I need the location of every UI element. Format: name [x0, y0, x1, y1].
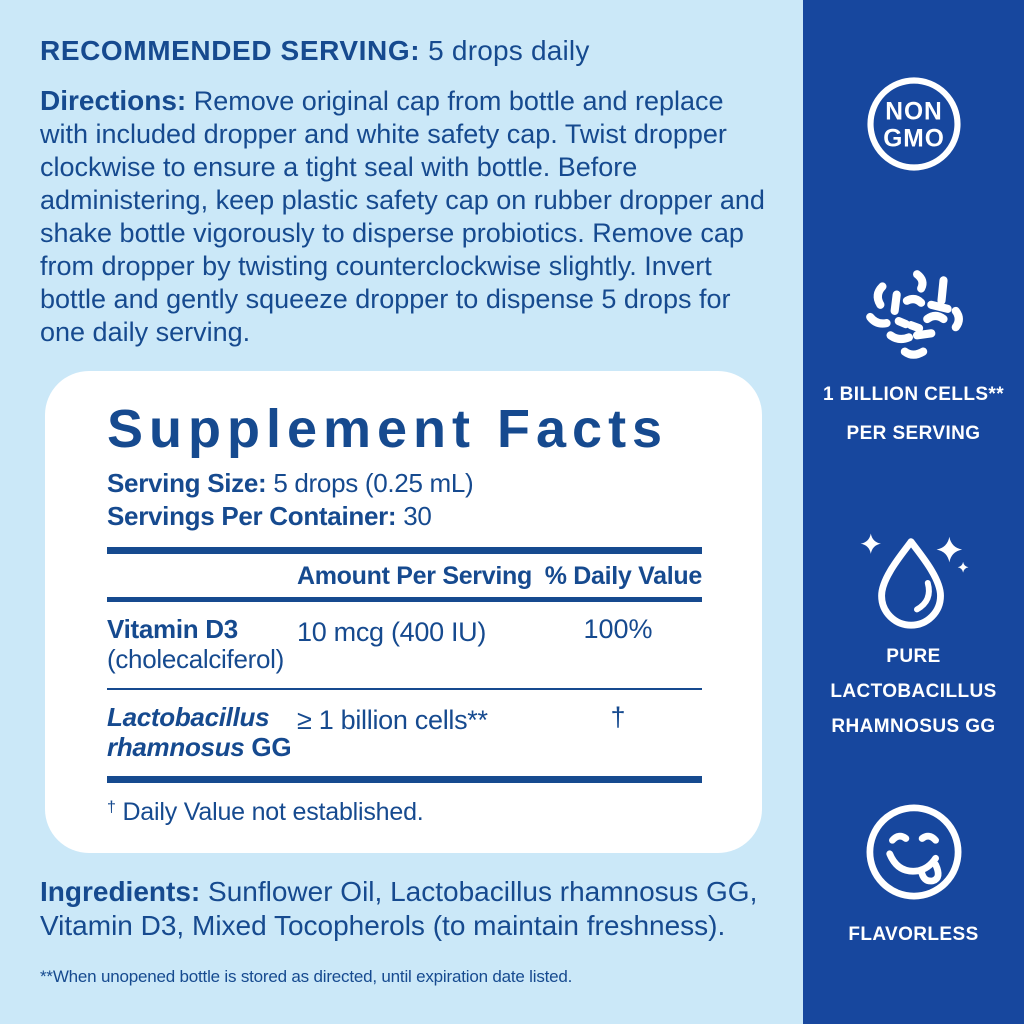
flavorless-badge: FLAVORLESS	[803, 798, 1024, 947]
nutrient-daily-value: 100%	[583, 614, 653, 644]
billion-cells-badge: 1 BILLION CELLS** PER SERVING	[803, 266, 1024, 446]
pure-strain-label-line2: LACTOBACILLUS	[830, 681, 997, 702]
ingredients-paragraph: Ingredients: Sunflower Oil, Lactobacillu…	[40, 875, 775, 943]
divider	[107, 688, 702, 690]
recommended-serving: RECOMMENDED SERVING: 5 drops daily	[40, 34, 769, 68]
pure-strain-label-line3: RHAMNOSUS GG	[831, 716, 996, 737]
nutrient-name: Vitamin D3 (cholecalciferol)	[107, 614, 297, 674]
daily-value-footnote-text: Daily Value not established.	[122, 798, 424, 826]
flavorless-label: FLAVORLESS	[848, 924, 979, 945]
nutrient-amount: ≥ 1 billion cells**	[297, 705, 488, 735]
divider	[107, 547, 702, 554]
nutrient-name: Lactobacillus rhamnosus GG	[107, 702, 297, 762]
nutrient-name-sub-italic: rhamnosus	[107, 732, 245, 762]
non-gmo-icon: NON GMO	[866, 77, 961, 171]
amount-per-serving-header: Amount Per Serving	[297, 562, 532, 590]
table-row-vitamin-d3: Vitamin D3 (cholecalciferol) 10 mcg (400…	[107, 602, 702, 688]
nutrient-name-main: Vitamin D3	[107, 614, 238, 644]
daily-value-header: % Daily Value	[544, 562, 703, 590]
billion-cells-label-line1: 1 BILLION CELLS**	[823, 384, 1004, 405]
daily-value-footnote: † Daily Value not established.	[107, 793, 702, 827]
non-gmo-badge: NON GMO	[803, 72, 1024, 176]
divider	[107, 597, 702, 602]
divider	[107, 776, 702, 783]
supplement-facts-title: Supplement Facts	[107, 399, 669, 459]
servings-per-container-line: Servings Per Container: 30	[107, 500, 702, 533]
tongue-smiley-icon	[866, 804, 961, 900]
pure-strain-badge: PURE LACTOBACILLUS RHAMNOSUS GG	[803, 526, 1024, 739]
nutrient-amount: 10 mcg (400 IU)	[297, 617, 487, 647]
ingredients-text: Sunflower Oil, Lactobacillus rhamnosus G…	[40, 876, 758, 941]
serving-size-line: Serving Size: 5 drops (0.25 mL)	[107, 467, 702, 500]
servings-per-container-label: Servings Per Container:	[107, 501, 397, 531]
nutrient-name-sub-bold: GG	[251, 732, 292, 762]
bacteria-cells-icon	[865, 270, 963, 359]
storage-footnote: **When unopened bottle is stored as dire…	[40, 967, 573, 986]
benefits-sidebar: NON GMO 1 BILLION CELLS	[803, 0, 1024, 1024]
servings-per-container-value: 30	[403, 501, 432, 531]
directions-text: Remove original cap from bottle and repl…	[40, 86, 765, 347]
table-row-lactobacillus: Lactobacillus rhamnosus GG ≥ 1 billion c…	[107, 690, 702, 776]
recommended-serving-label: RECOMMENDED SERVING:	[40, 35, 421, 66]
pure-droplet-icon	[860, 533, 968, 629]
nutrient-name-sub: (cholecalciferol)	[107, 644, 284, 674]
directions-paragraph: Directions: Remove original cap from bot…	[40, 84, 770, 349]
serving-size-value: 5 drops (0.25 mL)	[273, 468, 474, 498]
nutrient-daily-value: †	[610, 702, 626, 732]
directions-label: Directions:	[40, 85, 187, 116]
facts-header-row: Amount Per Serving % Daily Value	[107, 554, 702, 597]
recommended-serving-value: 5 drops daily	[428, 35, 590, 66]
ingredients-label: Ingredients:	[40, 876, 201, 907]
nutrient-name-main: Lactobacillus	[107, 702, 270, 732]
supplement-facts-panel: Supplement Facts Serving Size: 5 drops (…	[45, 371, 762, 853]
serving-size-label: Serving Size:	[107, 468, 267, 498]
pure-strain-label-line1: PURE	[886, 646, 941, 667]
dagger-symbol: †	[107, 799, 116, 816]
billion-cells-label-line2: PER SERVING	[846, 423, 981, 444]
non-gmo-line1: NON	[885, 98, 942, 125]
label-main-panel: RECOMMENDED SERVING: 5 drops daily Direc…	[40, 34, 775, 986]
non-gmo-line2: GMO	[883, 126, 945, 153]
